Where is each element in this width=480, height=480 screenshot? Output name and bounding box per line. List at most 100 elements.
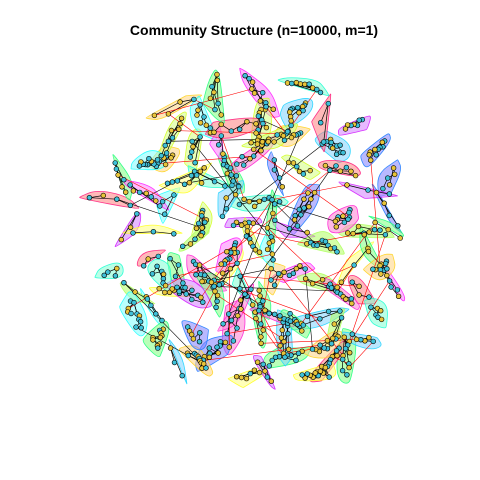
network-node <box>132 289 138 295</box>
edge <box>279 322 284 346</box>
edge <box>239 276 254 306</box>
network-node <box>190 336 197 342</box>
network-node <box>127 224 134 231</box>
network-node <box>201 114 207 120</box>
network-node <box>237 297 244 303</box>
network-node <box>289 80 295 87</box>
network-node <box>350 230 356 237</box>
network-node <box>258 321 264 327</box>
network-node <box>196 339 203 345</box>
network-node <box>171 359 178 366</box>
network-node <box>272 201 278 207</box>
network-node <box>334 249 340 255</box>
network-node <box>285 331 291 337</box>
network-node <box>331 245 338 251</box>
inter-community-edge <box>168 138 269 142</box>
network-node <box>288 118 294 124</box>
network-node <box>258 148 264 154</box>
network-node <box>392 171 398 178</box>
network-node <box>214 77 221 84</box>
inter-community-edge <box>189 174 232 183</box>
network-node <box>169 179 176 185</box>
network-node <box>347 350 353 356</box>
network-node <box>281 269 287 275</box>
community-hull <box>266 151 284 197</box>
network-node <box>353 336 360 343</box>
network-node <box>209 83 215 90</box>
network-node <box>130 230 136 236</box>
network-node <box>340 213 346 219</box>
network-node <box>236 183 242 190</box>
network-node <box>153 198 159 204</box>
network-node <box>270 257 276 263</box>
network-node <box>334 284 340 291</box>
network-node <box>322 238 329 245</box>
network-node <box>198 232 204 239</box>
network-node <box>271 139 277 145</box>
edge <box>262 364 272 382</box>
network-node <box>247 370 254 377</box>
network-node <box>279 327 285 333</box>
network-node <box>381 200 387 206</box>
network-node <box>153 311 159 317</box>
edge <box>358 226 375 231</box>
edge <box>329 169 356 176</box>
network-node <box>157 203 163 209</box>
network-node <box>258 340 264 346</box>
edge <box>226 194 236 209</box>
network-node <box>330 145 336 151</box>
network-node <box>177 120 183 127</box>
network-node <box>155 253 162 260</box>
community-hull <box>368 215 404 237</box>
network-node <box>148 194 154 200</box>
network-node <box>271 167 278 173</box>
network-node <box>280 133 287 139</box>
network-node <box>259 139 266 145</box>
network-node <box>202 219 208 226</box>
network-node <box>218 121 224 128</box>
network-node <box>300 171 307 177</box>
network-node <box>234 325 240 331</box>
network-node <box>207 95 214 102</box>
network-node <box>293 265 299 272</box>
network-node <box>370 338 376 345</box>
network-node <box>253 315 259 322</box>
network-node <box>193 225 200 232</box>
network-node <box>189 287 195 293</box>
network-node <box>385 226 391 233</box>
network-node <box>189 149 195 155</box>
network-node <box>192 160 198 166</box>
network-node <box>143 190 150 197</box>
network-node <box>328 341 335 347</box>
network-node <box>344 372 350 378</box>
network-node <box>263 103 269 110</box>
network-node <box>244 228 251 234</box>
network-node <box>384 272 390 279</box>
network-node <box>179 373 185 379</box>
inter-community-edge <box>345 280 390 349</box>
network-node <box>226 311 232 317</box>
network-node <box>180 243 186 250</box>
network-node <box>254 141 261 147</box>
network-node <box>262 368 268 374</box>
edge <box>341 264 355 283</box>
network-node <box>317 368 324 374</box>
network-node <box>300 107 306 114</box>
inter-community-edge <box>213 280 321 320</box>
network-node <box>121 280 127 286</box>
network-node <box>397 235 403 241</box>
network-node <box>296 109 302 116</box>
network-node <box>285 159 292 166</box>
network-node <box>165 138 172 145</box>
network-node <box>299 372 305 378</box>
network-node <box>220 321 226 327</box>
network-node <box>251 367 258 373</box>
network-node <box>216 282 223 288</box>
network-node <box>176 288 182 295</box>
network-node <box>155 345 161 351</box>
network-node <box>237 286 243 292</box>
network-node <box>390 165 397 171</box>
network-node <box>332 218 339 225</box>
network-node <box>281 137 288 143</box>
network-node <box>223 206 230 212</box>
